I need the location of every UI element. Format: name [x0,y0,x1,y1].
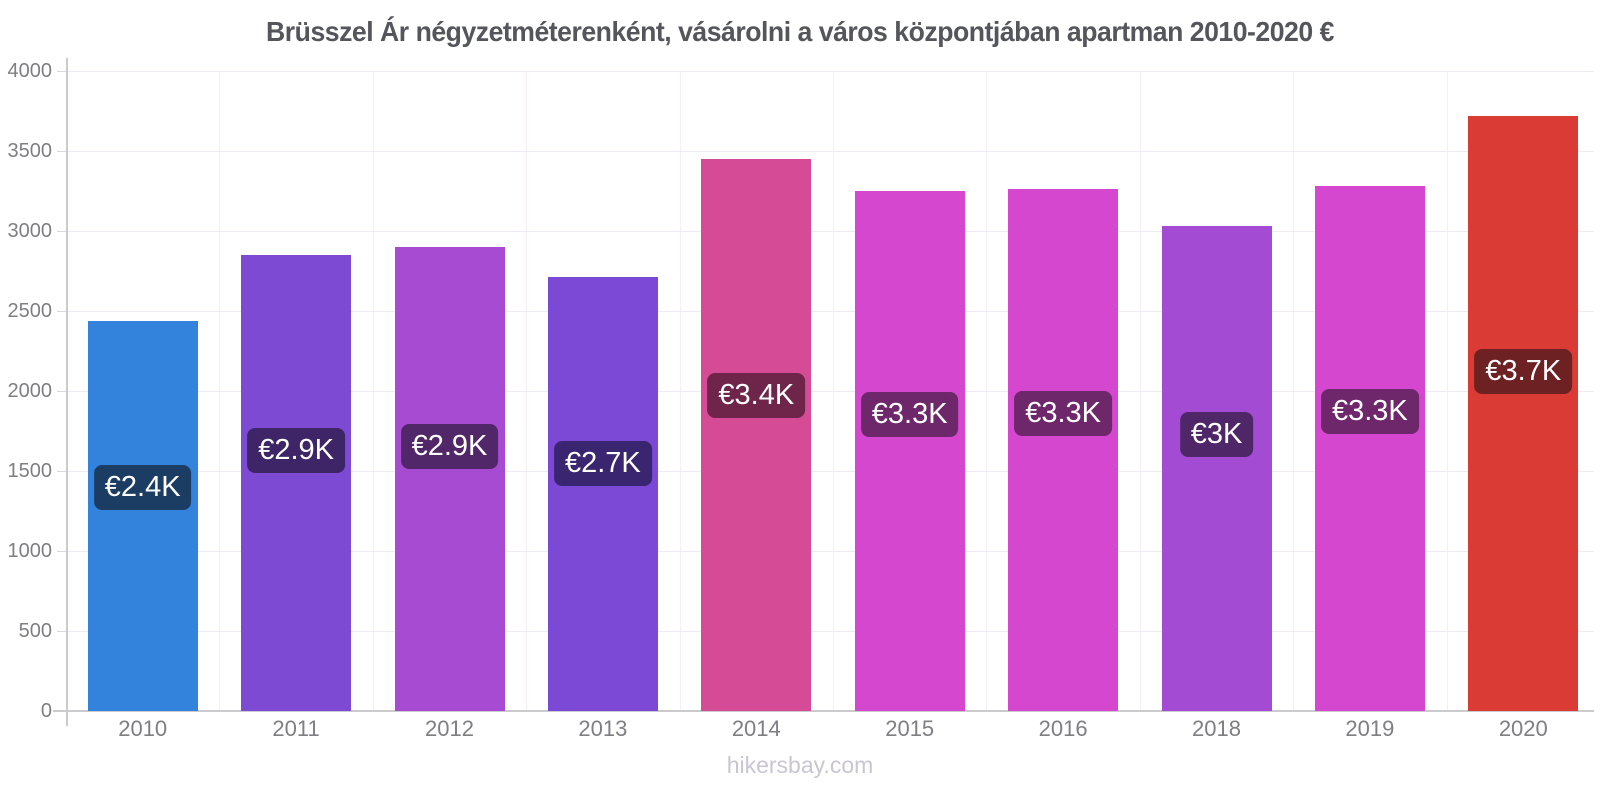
y-axis-tick [57,471,66,472]
x-axis-label-2016: 2016 [1038,716,1088,741]
x-axis-label-2014: 2014 [731,716,781,741]
chart-title: Brüsszel Ár négyzetméterenként, vásároln… [266,16,1334,47]
x-axis-label-2020: 2020 [1498,716,1548,741]
x-axis-label-2011: 2011 [272,716,320,741]
bar-value-label-2018: €3K [1179,411,1254,457]
y-axis-tick [57,71,66,72]
x-axis-label-2012: 2012 [425,716,474,741]
y-axis-tick-label: 1500 [7,460,53,482]
x-axis-label-2013: 2013 [578,716,628,741]
bar-value-label-2015: €3.3K [860,391,959,437]
horizontal-gridline [66,311,1594,312]
y-axis-tick-label: 2500 [7,300,53,322]
bar-value-label-2010: €2.4K [93,465,192,511]
y-axis-tick-label: 0 [40,700,52,722]
y-axis-tick [57,391,66,392]
bar-2013[interactable]: €2.7K [547,277,658,711]
bar-value-label-2019: €3.3K [1320,388,1419,434]
y-axis-tick [57,151,66,152]
x-axis-label-2015: 2015 [885,716,935,741]
x-axis-label-2019: 2019 [1345,716,1395,741]
horizontal-gridline [66,631,1594,632]
y-axis-tick [57,551,66,552]
horizontal-gridline [66,151,1594,152]
y-axis-tick-label: 3000 [7,220,53,242]
bar-2020[interactable]: €3.7K [1468,115,1579,711]
bar-value-label-2016: €3.3K [1014,390,1112,436]
bar-2018[interactable]: €3K [1161,226,1272,711]
bar-2016[interactable]: €3.3K [1008,189,1119,711]
bar-value-label-2014: €3.4K [707,373,806,419]
y-axis-tick-label: 1000 [7,540,53,562]
bar-2014[interactable]: €3.4K [701,159,812,711]
horizontal-gridline [66,231,1594,232]
y-axis-line [66,58,68,726]
bar-value-label-2020: €3.7K [1474,348,1573,394]
y-axis-tick [57,631,66,632]
horizontal-gridline [66,551,1594,552]
bar-value-label-2012: €2.9K [400,423,499,469]
x-axis-line [53,710,1594,712]
y-axis-tick-label: 3500 [7,140,53,162]
bar-2015[interactable]: €3.3K [854,191,965,711]
x-axis-label-2018: 2018 [1192,716,1241,741]
watermark-hikersbay: hikersbay.com [726,752,874,778]
horizontal-gridline [66,71,1594,72]
y-axis-tick [57,311,66,312]
horizontal-gridline [66,391,1594,392]
bar-2010[interactable]: €2.4K [87,320,198,711]
y-axis-tick-label: 4000 [7,60,53,82]
y-axis-tick [57,231,66,232]
y-axis-tick-label: 500 [18,620,52,642]
bar-value-label-2011: €2.9K [247,428,345,474]
bar-2019[interactable]: €3.3K [1314,186,1425,711]
bar-2012[interactable]: €2.9K [394,247,505,711]
horizontal-gridline [66,471,1594,472]
x-axis-label-2010: 2010 [118,716,168,741]
bar-2011[interactable]: €2.9K [241,255,352,711]
y-axis-tick-label: 2000 [7,380,53,402]
bar-value-label-2013: €2.7K [553,440,652,486]
